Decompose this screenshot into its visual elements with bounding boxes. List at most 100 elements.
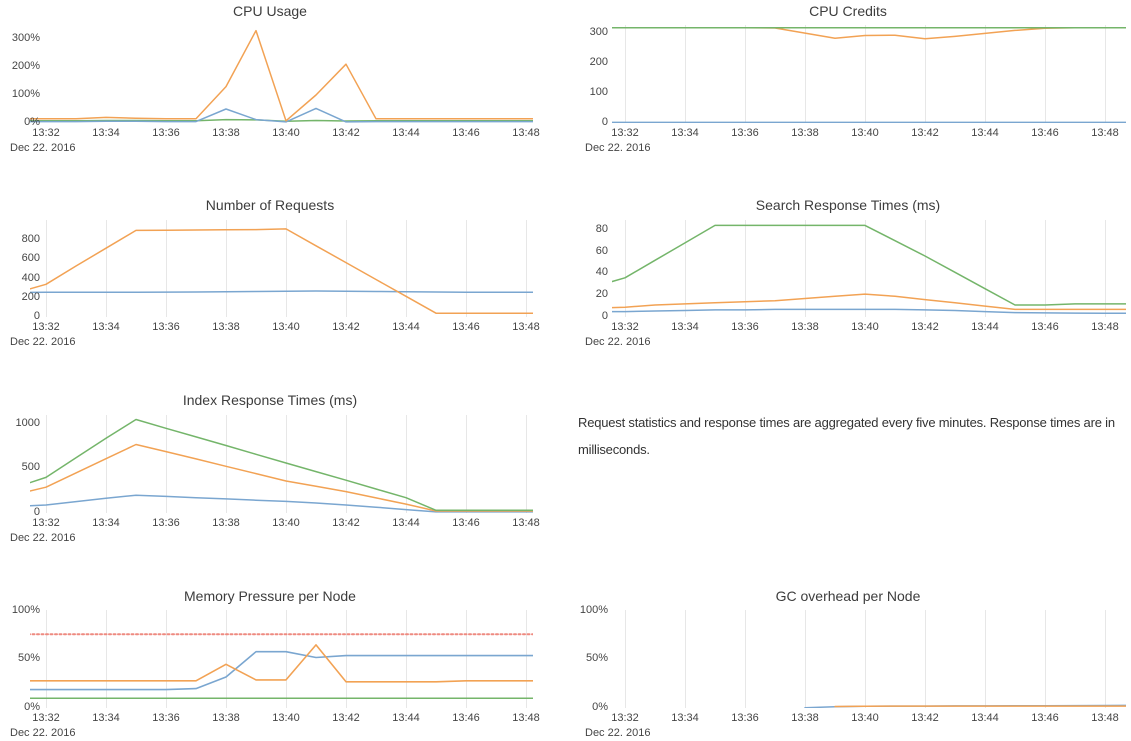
chart-title: Search Response Times (ms) (755, 197, 941, 213)
x-axis-tick-label: 13:32 (32, 321, 60, 333)
x-axis-tick-label: 13:38 (212, 127, 240, 139)
chart-title: Number of Requests (205, 197, 335, 213)
y-axis-tick-label: 0% (24, 701, 40, 713)
x-axis-tick-label: 13:44 (971, 712, 999, 724)
x-axis-tick-label: 13:48 (1091, 127, 1119, 139)
x-axis-tick-label: 13:32 (32, 712, 60, 724)
x-axis-date-label: Dec 22. 2016 (585, 727, 651, 739)
x-axis-tick-label: 13:32 (611, 127, 639, 139)
x-axis-tick-label: 13:36 (152, 127, 180, 139)
x-axis-tick-label: 13:42 (911, 712, 939, 724)
x-axis-tick-label: 13:38 (212, 321, 240, 333)
x-axis-tick-label: 13:46 (452, 127, 480, 139)
y-axis-tick-label: 40 (595, 266, 608, 279)
x-axis-tick-label: 13:34 (92, 321, 120, 333)
y-axis-tick-label: 200% (11, 60, 40, 72)
x-axis-date-label: Dec 22. 2016 (10, 142, 76, 154)
y-axis-tick-label: 300 (589, 26, 608, 39)
series-blue (30, 494, 533, 513)
y-axis-tick-label: 80 (595, 222, 608, 235)
chart-title: CPU Credits (809, 3, 887, 19)
x-axis-tick-label: 13:48 (512, 321, 540, 333)
x-axis-tick-label: 13:46 (452, 517, 480, 529)
x-axis-tick-label: 13:46 (1031, 712, 1059, 724)
x-axis-tick-label: 13:36 (731, 321, 759, 333)
x-axis-tick-label: 13:44 (392, 517, 420, 529)
series-orange (30, 644, 533, 683)
x-axis-tick-label: 13:32 (611, 712, 639, 724)
x-axis-tick-label: 13:42 (332, 127, 360, 139)
y-axis-tick-label: 600 (21, 252, 40, 265)
x-axis-tick-label: 13:38 (791, 127, 819, 139)
series-green (30, 418, 533, 512)
x-axis-tick-label: 13:40 (851, 712, 879, 724)
y-axis-tick-label: 100% (11, 88, 40, 100)
x-axis-tick-label: 13:42 (911, 127, 939, 139)
x-axis-tick-label: 13:48 (512, 127, 540, 139)
x-axis-tick-label: 13:38 (791, 712, 819, 724)
x-axis-tick-label: 13:46 (452, 321, 480, 333)
y-axis-tick-label: 20 (595, 288, 608, 301)
plot-area-search-response-times[interactable] (612, 220, 1126, 317)
x-axis-tick-label: 13:34 (92, 127, 120, 139)
x-axis-tick-label: 13:40 (851, 321, 879, 333)
x-axis-tick-label: 13:44 (971, 321, 999, 333)
y-axis-tick-label: 1000 (15, 416, 40, 429)
plot-area-gc-overhead-per-node[interactable] (612, 610, 1126, 708)
chart-title: CPU Usage (233, 3, 307, 19)
x-axis-tick-label: 13:48 (512, 517, 540, 529)
x-axis-tick-label: 13:36 (731, 127, 759, 139)
x-axis-date-label: Dec 22. 2016 (585, 336, 651, 348)
x-axis-date-label: Dec 22. 2016 (10, 532, 76, 544)
plot-area-cpu-usage[interactable] (30, 25, 533, 123)
series-blue (30, 650, 533, 691)
series-orange (612, 26, 1126, 40)
y-axis-tick-label: 100% (11, 603, 40, 616)
x-axis-tick-label: 13:36 (152, 321, 180, 333)
x-axis-tick-label: 13:32 (32, 127, 60, 139)
y-axis-tick-label: 50% (17, 652, 40, 665)
x-axis-tick-label: 13:46 (452, 712, 480, 724)
y-axis-tick-label: 100 (589, 86, 608, 99)
x-axis-tick-label: 13:40 (272, 321, 300, 333)
y-axis-tick-label: 500 (21, 461, 40, 474)
x-axis-tick-label: 13:48 (512, 712, 540, 724)
series-blue (30, 107, 533, 123)
x-axis-tick-label: 13:42 (332, 321, 360, 333)
series-orange (30, 228, 533, 314)
x-axis-tick-label: 13:44 (392, 321, 420, 333)
y-axis-tick-label: 0 (33, 506, 40, 518)
plot-area-number-of-requests[interactable] (30, 220, 533, 317)
x-axis-tick-label: 13:38 (212, 517, 240, 529)
series-green (30, 118, 533, 123)
x-axis-tick-label: 13:34 (92, 517, 120, 529)
x-axis-tick-label: 13:48 (1091, 712, 1119, 724)
x-axis-tick-label: 13:42 (332, 712, 360, 724)
y-axis-tick-label: 0% (592, 701, 608, 713)
x-axis-tick-label: 13:48 (1091, 321, 1119, 333)
plot-area-memory-pressure-per-node[interactable] (30, 610, 533, 708)
plot-area-index-response-times[interactable] (30, 415, 533, 513)
y-axis-tick-label: 300% (11, 32, 40, 44)
y-axis-tick-label: 100% (579, 603, 608, 616)
x-axis-tick-label: 13:34 (92, 712, 120, 724)
x-axis-tick-label: 13:40 (851, 127, 879, 139)
x-axis-tick-label: 13:40 (272, 517, 300, 529)
aggregation-note: Request statistics and response times ar… (578, 415, 1115, 457)
x-axis-tick-label: 13:40 (272, 712, 300, 724)
x-axis-tick-label: 13:44 (392, 127, 420, 139)
series-blue (30, 290, 533, 294)
chart-title: Index Response Times (ms) (182, 392, 358, 408)
y-axis-tick-label: 0% (24, 116, 40, 128)
x-axis-date-label: Dec 22. 2016 (10, 727, 76, 739)
x-axis-tick-label: 13:40 (272, 127, 300, 139)
x-axis-tick-label: 13:32 (32, 517, 60, 529)
x-axis-tick-label: 13:34 (671, 712, 699, 724)
y-axis-tick-label: 200 (589, 56, 608, 69)
x-axis-tick-label: 13:34 (671, 321, 699, 333)
x-axis-tick-label: 13:32 (611, 321, 639, 333)
x-axis-date-label: Dec 22. 2016 (585, 142, 651, 154)
x-axis-tick-label: 13:46 (1031, 127, 1059, 139)
plot-area-cpu-credits[interactable] (612, 25, 1126, 123)
